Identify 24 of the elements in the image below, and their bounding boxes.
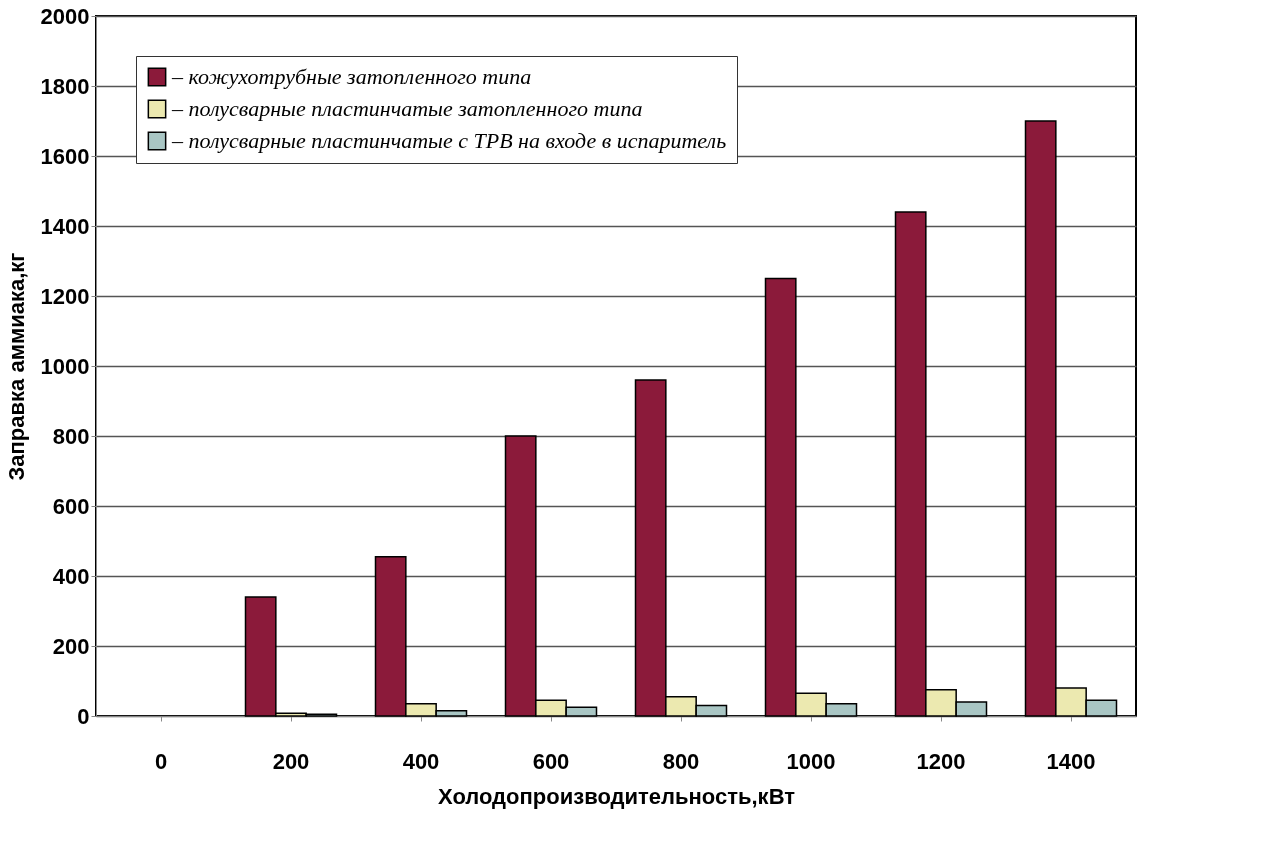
x-tick-label: 1200	[916, 748, 966, 774]
x-tick-label: 0	[154, 748, 168, 774]
x-tick-label: 800	[662, 748, 700, 774]
x-tick-label: 200	[272, 748, 310, 774]
y-tick-label: 800	[52, 423, 90, 449]
x-tick-label: 400	[402, 748, 440, 774]
y-tick-label: 1400	[40, 213, 90, 239]
y-axis-title: Заправка аммиака,кг	[3, 252, 29, 481]
y-tick-label: 1800	[40, 73, 90, 99]
y-tick-label: 0	[77, 703, 90, 729]
y-tick-label: 600	[52, 493, 90, 519]
y-tick-label: 400	[52, 563, 90, 589]
x-axis-title: Холодопроизводительность,кВт	[438, 783, 796, 809]
x-tick-label: 600	[532, 748, 570, 774]
y-tick-label: 1600	[40, 143, 90, 169]
y-tick-label: 1200	[40, 283, 90, 309]
x-tick-label: 1000	[786, 748, 836, 774]
y-tick-label: 2000	[40, 3, 90, 29]
x-tick-label: 1400	[1046, 748, 1096, 774]
legend-label: – кожухотрубные затопленного типа	[171, 64, 532, 89]
legend-label: – полусварные пластинчатые с ТРВ на входе в испаритель	[171, 128, 727, 153]
y-tick-label: 200	[52, 633, 90, 659]
y-tick-label: 1000	[40, 353, 90, 379]
legend-label: – полусварные пластинчатые затопленного типа	[171, 96, 643, 121]
